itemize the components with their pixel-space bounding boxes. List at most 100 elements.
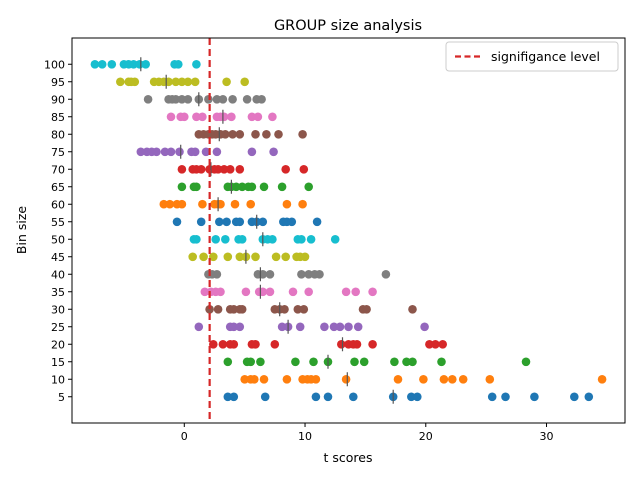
data-point-bin-25 [420,322,429,332]
y-tick-label: 65 [51,181,65,194]
data-point-bin-100 [90,60,100,69]
data-point-bin-5 [413,392,422,402]
data-point-bin-50 [192,235,201,244]
data-point-bin-95 [171,77,181,87]
data-point-bin-95 [190,77,200,87]
data-point-bin-30 [205,305,214,314]
data-point-bin-45 [209,252,218,262]
data-point-bin-70 [196,165,206,174]
data-point-bin-75 [247,147,257,157]
data-point-bin-45 [300,252,310,262]
data-point-bin-25 [295,322,305,332]
plot-area: 0 10 20 30 5 10 15 20 25 30 35 40 45 50 55 60 65 70 75 80 85… [44,37,626,443]
data-point-bin-100 [141,60,150,69]
data-point-bin-70 [213,165,223,174]
data-point-bin-60 [198,199,207,209]
data-point-bin-70 [177,165,187,174]
chart-title: GROUP size analysis [274,18,422,34]
data-point-bin-20 [431,340,440,349]
data-point-bin-25 [235,322,245,332]
data-point-bin-80 [298,130,307,139]
data-point-bin-15 [437,357,446,367]
y-tick-label: 30 [51,303,65,316]
data-point-bin-65 [247,182,257,192]
data-point-bin-85 [253,112,263,122]
data-point-bin-20 [337,340,346,349]
data-point-bin-15 [309,357,318,367]
data-point-bin-10 [448,375,457,384]
data-point-bin-5 [407,392,416,402]
x-tick-label: 20 [419,430,433,443]
data-point-bin-95 [183,77,193,87]
data-point-bin-15 [521,357,531,367]
data-point-bin-100 [97,60,107,69]
data-point-bin-100 [107,60,117,69]
data-point-bin-20 [229,340,239,349]
data-point-bin-5 [487,392,497,402]
y-tick-label: 70 [51,163,65,176]
data-point-bin-70 [281,165,291,174]
y-tick-label: 20 [51,338,65,351]
data-point-bin-75 [160,147,170,157]
data-point-bin-25 [353,322,363,332]
data-point-bin-70 [225,165,235,174]
data-point-bin-5 [501,392,510,402]
data-point-bin-80 [235,130,245,139]
data-point-bin-10 [439,375,449,384]
data-point-bin-20 [209,340,218,349]
data-point-bin-95 [222,77,231,87]
data-point-bin-75 [166,147,176,157]
data-point-bin-45 [223,252,233,262]
data-point-bin-40 [381,270,391,279]
data-point-bin-65 [192,182,201,192]
data-point-bin-70 [299,165,309,174]
y-tick-label: 100 [44,58,65,71]
data-point-bin-5 [570,392,579,402]
y-tick-label: 60 [51,198,65,211]
data-point-bin-20 [438,340,448,349]
data-point-bin-30 [362,305,371,314]
data-point-bin-35 [341,287,351,297]
data-point-bin-10 [485,375,495,384]
data-point-bin-60 [230,199,240,209]
data-point-bin-15 [350,357,359,367]
data-point-bin-5 [584,392,594,402]
data-point-bin-30 [293,305,303,314]
data-point-bin-5 [229,392,239,402]
data-point-bin-75 [152,147,161,157]
data-point-bin-40 [297,270,306,279]
data-point-bin-60 [246,199,255,209]
data-point-bin-45 [251,252,260,262]
data-point-bin-15 [390,357,399,367]
data-point-bin-90 [177,95,187,104]
data-point-bin-5 [323,392,333,402]
y-tick-label: 85 [51,111,65,124]
y-tick-label: 90 [51,93,65,106]
x-tick-label: 10 [298,430,312,443]
data-point-bin-15 [246,357,255,367]
data-point-bin-55 [215,217,224,227]
data-point-bin-85 [180,112,189,122]
data-point-bin-80 [262,130,271,139]
data-point-bin-85 [227,112,236,122]
data-point-bin-25 [335,322,345,332]
data-point-bin-65 [237,182,247,192]
data-point-bin-5 [349,392,358,402]
data-point-bin-90 [143,95,153,104]
data-point-bin-20 [425,340,434,349]
data-point-bin-90 [171,95,181,104]
data-point-bin-15 [223,357,233,367]
data-point-bin-55 [196,217,206,227]
data-point-bin-90 [204,95,213,104]
y-tick-label: 80 [51,128,65,141]
data-point-bin-95 [240,77,249,87]
data-point-bin-35 [216,287,225,297]
data-point-bin-85 [192,112,201,122]
data-point-bin-40 [315,270,324,279]
data-point-bin-25 [229,322,239,332]
data-point-bin-65 [177,182,187,192]
data-point-bin-100 [192,60,201,69]
data-point-bin-35 [304,287,314,297]
